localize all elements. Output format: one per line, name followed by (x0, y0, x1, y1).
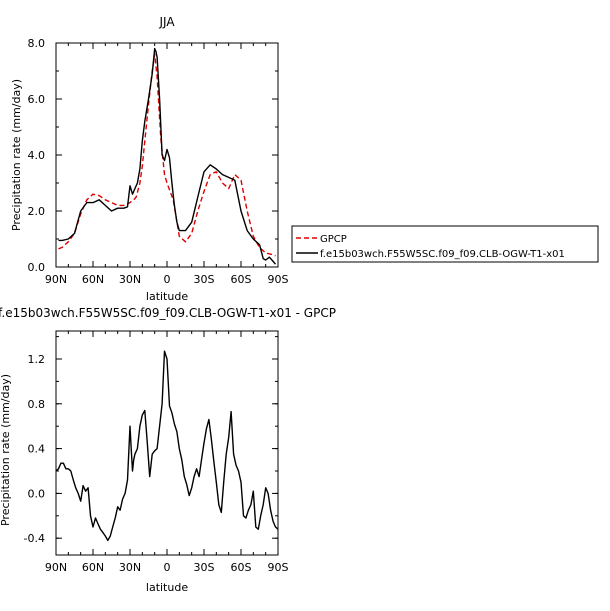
top-panel: JJA 0.02.04.06.08.0 90N 60N 30N 0 30S 60S 90S … (10, 15, 289, 303)
x-tick-label: 0 (164, 273, 171, 286)
x-tick-label: 90N (45, 561, 67, 574)
top-xlabel: latitude (146, 290, 188, 303)
series-line-0 (55, 350, 279, 542)
x-tick-label: 90S (268, 273, 289, 286)
y-tick-label: 0.4 (28, 443, 46, 456)
bottom-x-axis: 90N 60N 30N 0 30S 60S 90S (45, 331, 289, 574)
x-tick-label: 0 (164, 561, 171, 574)
y-tick-label: 0.0 (28, 261, 46, 274)
bottom-panel: f.e15b03wch.F55W5SC.f09_f09.CLB-OGW-T1-x… (0, 306, 336, 594)
legend: GPCP f.e15b03wch.F55W5SC.f09_f09.CLB-OGW… (291, 225, 599, 263)
x-tick-label: 30N (119, 561, 141, 574)
x-tick-label: 60N (82, 273, 104, 286)
y-tick-label: 4.0 (28, 149, 46, 162)
bottom-series-group (55, 350, 279, 542)
x-tick-label: 30S (194, 561, 215, 574)
top-y-axis: 0.0 2.0 4.0 6.0 8.0 (28, 37, 278, 274)
top-ylabel: Precipitation rate (mm/day) (10, 79, 23, 231)
y-tick-label: 0.0 (28, 487, 46, 500)
top-series-group (58, 47, 277, 265)
y-tick-label: 6.0 (28, 93, 46, 106)
y-tick-label: 2.0 (28, 205, 46, 218)
y-tick-label: -0.4 (24, 532, 45, 545)
bottom-title: f.e15b03wch.F55W5SC.f09_f09.CLB-OGW-T1-x… (0, 306, 336, 320)
top-x-axis: 90N 60N 30N 0 30S 60S 90S (45, 43, 289, 286)
bottom-ylabel: Precipitation rate (mm/day) (0, 374, 12, 526)
x-tick-label: 60S (231, 561, 252, 574)
series-line-1 (58, 47, 277, 265)
x-tick-label: 30N (119, 273, 141, 286)
x-tick-label: 60N (82, 561, 104, 574)
top-plot-frame (55, 42, 279, 268)
series-line-0 (58, 53, 276, 257)
bottom-xlabel: latitude (146, 581, 188, 594)
x-tick-label: 60S (231, 273, 252, 286)
legend-label-gpcp: GPCP (320, 234, 347, 245)
x-tick-label: 30S (194, 273, 215, 286)
bottom-y-axis: -0.4 0.0 0.4 0.8 1.2 (24, 336, 278, 545)
top-title: JJA (158, 15, 175, 29)
legend-label-model: f.e15b03wch.F55W5SC.f09_f09.CLB-OGW-T1-x… (320, 249, 565, 260)
x-tick-label: 90N (45, 273, 67, 286)
legend-box (291, 225, 599, 263)
y-tick-label: 1.2 (28, 353, 46, 366)
y-tick-label: 0.8 (28, 398, 46, 411)
y-tick-label: 8.0 (28, 37, 46, 50)
x-tick-label: 90S (268, 561, 289, 574)
